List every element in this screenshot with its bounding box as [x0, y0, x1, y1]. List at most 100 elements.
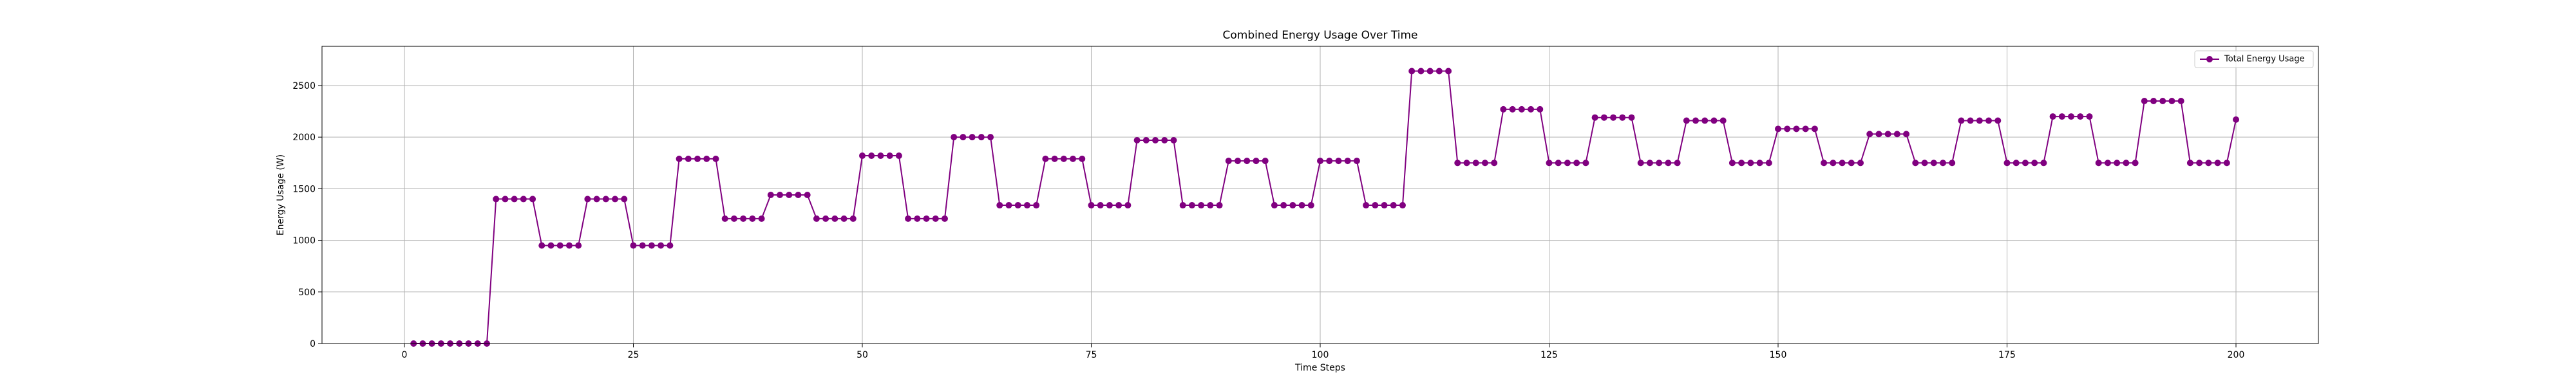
data-point	[2205, 160, 2212, 167]
data-point	[1070, 155, 1077, 162]
data-point	[777, 192, 784, 198]
data-point	[1848, 160, 1855, 167]
data-point	[1546, 160, 1553, 167]
data-point	[1317, 158, 1323, 165]
data-point	[1976, 117, 1983, 124]
y-tick-label: 500	[298, 288, 316, 298]
data-point	[1253, 158, 1260, 165]
data-point	[1573, 160, 1580, 167]
data-point	[1472, 160, 1479, 167]
data-point	[2233, 116, 2240, 123]
data-point	[1674, 160, 1681, 167]
data-point	[2168, 98, 2175, 105]
data-point	[502, 196, 509, 203]
data-point	[1582, 160, 1589, 167]
data-point	[1967, 117, 1974, 124]
data-point	[1152, 136, 1159, 143]
data-point	[932, 215, 939, 222]
data-point	[685, 155, 692, 162]
data-point	[740, 215, 747, 222]
data-point	[1235, 158, 1242, 165]
data-point	[1591, 114, 1598, 121]
x-tick-label: 200	[2228, 350, 2245, 360]
data-point	[1445, 68, 1452, 75]
data-point	[758, 215, 765, 222]
data-point	[1802, 125, 1809, 133]
data-point	[593, 196, 600, 203]
data-point	[1528, 106, 1535, 113]
data-point	[730, 215, 737, 222]
data-point	[1784, 125, 1791, 133]
data-point	[1893, 131, 1900, 138]
data-point	[2086, 113, 2093, 120]
data-point	[849, 215, 857, 222]
data-point	[2114, 160, 2121, 167]
data-point	[1939, 160, 1946, 167]
data-point	[1390, 202, 1397, 209]
x-tick-label: 125	[1540, 350, 1558, 360]
data-point	[1005, 202, 1012, 209]
data-point	[868, 152, 875, 160]
data-point	[1280, 202, 1287, 209]
data-point	[1857, 160, 1864, 167]
data-point	[1491, 160, 1498, 167]
data-point	[1958, 117, 1965, 124]
data-point	[2177, 98, 2184, 105]
x-tick-label: 175	[1998, 350, 2016, 360]
data-point	[858, 152, 866, 160]
data-point	[1994, 117, 2002, 124]
data-point	[1271, 202, 1278, 209]
data-point	[1335, 158, 1342, 165]
data-point	[621, 196, 628, 203]
data-point	[969, 134, 976, 141]
data-point	[2196, 160, 2203, 167]
data-point	[840, 215, 848, 222]
data-point	[1060, 155, 1067, 162]
data-point	[2077, 113, 2084, 120]
data-point	[923, 215, 930, 222]
x-tick-label: 0	[402, 350, 408, 360]
data-point	[2058, 113, 2065, 120]
data-point	[1600, 114, 1607, 121]
data-point	[813, 215, 820, 222]
data-point	[1500, 106, 1507, 113]
data-point	[1198, 202, 1205, 209]
data-point	[914, 215, 921, 222]
data-point	[941, 215, 948, 222]
data-point	[1133, 136, 1141, 143]
data-point	[795, 192, 802, 198]
data-point	[1289, 202, 1296, 209]
data-point	[493, 196, 500, 203]
data-point	[2095, 160, 2102, 167]
x-tick-label: 75	[1086, 350, 1097, 360]
data-point	[1188, 202, 1195, 209]
data-point	[978, 134, 985, 141]
data-point	[1775, 125, 1782, 133]
x-tick-label: 100	[1312, 350, 1329, 360]
y-tick-label: 0	[310, 339, 316, 349]
data-point	[2223, 160, 2230, 167]
data-point	[1170, 136, 1177, 143]
data-point	[1765, 160, 1772, 167]
y-tick-label: 1500	[292, 184, 316, 194]
data-point	[529, 196, 536, 203]
data-point	[1692, 117, 1700, 124]
data-point	[1683, 117, 1690, 124]
data-point	[584, 196, 591, 203]
data-point	[1307, 202, 1314, 209]
data-point	[1875, 131, 1882, 138]
data-point	[1930, 160, 1937, 167]
data-point	[1811, 125, 1818, 133]
data-point	[1353, 158, 1360, 165]
data-point	[1408, 68, 1416, 75]
data-point	[2123, 160, 2130, 167]
data-point	[2012, 160, 2020, 167]
data-point	[1738, 160, 1745, 167]
data-point	[1656, 160, 1663, 167]
data-point	[1756, 160, 1763, 167]
data-point	[1115, 202, 1122, 209]
data-point	[2186, 160, 2193, 167]
data-point	[1179, 202, 1186, 209]
